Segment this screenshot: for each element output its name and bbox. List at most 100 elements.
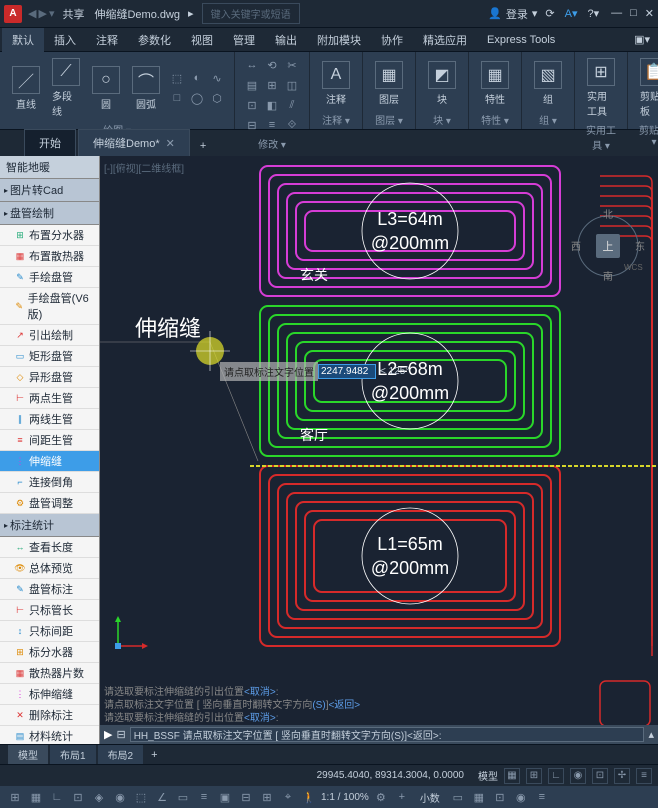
tool-small-1-5[interactable]: ◫ [283, 76, 301, 94]
osnap-icon[interactable]: ⊡ [592, 768, 608, 784]
menu-tab-3[interactable]: 参数化 [128, 28, 181, 52]
sidebar-item[interactable]: ✎手绘盘管(V6版) [0, 288, 99, 325]
menu-tab-6[interactable]: 输出 [265, 28, 307, 52]
menu-tab-8[interactable]: 协作 [371, 28, 413, 52]
sidebar-item[interactable]: ✎盘管标注 [0, 579, 99, 600]
tool-small-1-6[interactable]: ⊡ [243, 96, 261, 114]
canvas[interactable]: [-][俯视][二维线框] L3=64m@200mm玄关L2=68m@200mm… [100, 156, 658, 744]
search-input[interactable]: 键入关键字或短语 [202, 3, 300, 24]
tb-annoscale-icon[interactable]: ⌖ [279, 788, 297, 806]
tool-small-0-3[interactable]: □ [168, 89, 186, 107]
tool-small-1-9[interactable]: ⊟ [243, 116, 261, 134]
tool-特性[interactable]: ▦特性 [477, 59, 513, 108]
tb-lwt-icon[interactable]: ≡ [195, 788, 213, 806]
cmd-expand-icon[interactable]: ⊟ [116, 728, 125, 741]
close-icon[interactable]: ✕ [645, 7, 654, 20]
new-tab-button[interactable]: + [192, 136, 214, 156]
menu-tab-9[interactable]: 精选应用 [413, 28, 477, 52]
sidebar-item[interactable]: ↔查看长度 [0, 537, 99, 558]
tb-menu-icon[interactable]: ≡ [533, 788, 551, 806]
tool-剪贴板[interactable]: 📋剪贴板 [636, 56, 658, 120]
menu-tab-5[interactable]: 管理 [223, 28, 265, 52]
tb-plus-icon[interactable]: + [393, 788, 411, 806]
precision-label[interactable]: 小数 [420, 790, 440, 805]
cmd-up-icon[interactable]: ▴ [648, 728, 654, 741]
polar-icon[interactable]: ◉ [570, 768, 586, 784]
mode-label[interactable]: 模型 [478, 768, 498, 783]
tb-snap-icon[interactable]: ▦ [27, 788, 45, 806]
sidebar-item[interactable]: 👁总体预览 [0, 558, 99, 579]
maximize-icon[interactable]: □ [630, 7, 637, 20]
tool-small-0-0[interactable]: ⬚ [168, 69, 186, 87]
distance-input[interactable] [318, 364, 376, 379]
add-layout-button[interactable]: + [145, 749, 163, 761]
dyn-icon[interactable]: ✢ [614, 768, 630, 784]
apps-icon[interactable]: A▾ [565, 7, 578, 20]
tb-d2-icon[interactable]: ▦ [470, 788, 488, 806]
share-button[interactable]: 共享 [62, 6, 84, 22]
menu-tab-0[interactable]: 默认 [2, 28, 44, 52]
sidebar-item[interactable]: ⚙盘管调整 [0, 493, 99, 514]
tb-sc-icon[interactable]: ⊞ [258, 788, 276, 806]
tool-small-0-2[interactable]: ∿ [208, 69, 226, 87]
doctab[interactable]: 伸缩缝Demo*✕ [78, 129, 190, 156]
sidebar-item[interactable]: ⊢只标管长 [0, 600, 99, 621]
tool-small-1-1[interactable]: ⟲ [263, 56, 281, 74]
doctab-close-icon[interactable]: ✕ [166, 137, 175, 150]
menu-tab-2[interactable]: 注释 [86, 28, 128, 52]
tool-small-0-4[interactable]: ◯ [188, 89, 206, 107]
sidebar-item[interactable]: ⋮标伸缩缝 [0, 684, 99, 705]
layout-tab[interactable]: 布局2 [98, 745, 144, 764]
sidebar-section-header[interactable]: 盘管绘制 [0, 202, 99, 225]
tb-osnap-icon[interactable]: ◉ [111, 788, 129, 806]
sidebar-section-header[interactable]: 图片转Cad [0, 179, 99, 202]
tb-d4-icon[interactable]: ◉ [512, 788, 530, 806]
sidebar-item[interactable]: ↕只标间距 [0, 621, 99, 642]
tool-块[interactable]: ◩块 [424, 59, 460, 108]
sidebar-item[interactable]: ⊞布置分水器 [0, 225, 99, 246]
sync-icon[interactable]: ⟳ [545, 7, 554, 20]
layout-tab[interactable]: 模型 [8, 745, 48, 764]
sidebar-item[interactable]: ✎手绘盘管 [0, 267, 99, 288]
help-icon[interactable]: ?▾ [587, 7, 599, 20]
file-dropdown-icon[interactable]: ▸ [188, 7, 194, 20]
menu-icon[interactable]: ≡ [636, 768, 652, 784]
tool-图层[interactable]: ▦图层 [371, 59, 407, 108]
tool-small-1-11[interactable]: ⟐ [283, 116, 301, 134]
tool-small-1-10[interactable]: ≡ [263, 116, 281, 134]
sidebar-item[interactable]: ▦散热器片数 [0, 663, 99, 684]
tool-small-1-8[interactable]: ⫽ [283, 96, 301, 114]
menu-tab-7[interactable]: 附加模块 [307, 28, 371, 52]
tb-dyn-icon[interactable]: ▭ [174, 788, 192, 806]
grid-icon[interactable]: ▦ [504, 768, 520, 784]
tb-person-icon[interactable]: 🚶 [300, 788, 318, 806]
sidebar-item[interactable]: ⋮伸缩缝 [0, 451, 99, 472]
menu-tab-1[interactable]: 插入 [44, 28, 86, 52]
menu-tab-10[interactable]: Express Tools [477, 30, 565, 50]
tool-组[interactable]: ▧组 [530, 59, 566, 108]
sidebar-item[interactable]: ⊞标分水器 [0, 642, 99, 663]
sidebar-item[interactable]: ▭矩形盘管 [0, 346, 99, 367]
tool-small-1-0[interactable]: ↔ [243, 56, 261, 74]
tb-d1-icon[interactable]: ▭ [449, 788, 467, 806]
ortho-icon[interactable]: ∟ [548, 768, 564, 784]
user-area[interactable]: 👤 登录 ▾ [488, 6, 537, 22]
tool-圆[interactable]: ○圆 [88, 64, 124, 113]
tool-实用工具[interactable]: ⊞实用工具 [583, 56, 619, 120]
tool-small-1-7[interactable]: ◧ [263, 96, 281, 114]
tb-polar-icon[interactable]: ⊡ [69, 788, 87, 806]
sidebar-item[interactable]: ▤材料统计 [0, 726, 99, 744]
compass[interactable]: 北 南 东 西 上 WCS [568, 206, 648, 286]
sidebar-item[interactable]: ◇异形盘管 [0, 367, 99, 388]
sidebar-item[interactable]: ✕删除标注 [0, 705, 99, 726]
tb-grid-icon[interactable]: ⊞ [6, 788, 24, 806]
sidebar-item[interactable]: ≡间距生管 [0, 430, 99, 451]
tool-small-0-5[interactable]: ⬡ [208, 89, 226, 107]
layout-tab[interactable]: 布局1 [50, 745, 96, 764]
tool-多段线[interactable]: ⟋多段线 [48, 56, 84, 120]
tool-注释[interactable]: A注释 [318, 59, 354, 108]
nav-dropdown-icon[interactable]: ▾ [49, 7, 55, 20]
tb-qp-icon[interactable]: ⊟ [237, 788, 255, 806]
nav-back-icon[interactable]: ◀ [28, 7, 36, 20]
tool-圆弧[interactable]: ⌒圆弧 [128, 64, 164, 113]
